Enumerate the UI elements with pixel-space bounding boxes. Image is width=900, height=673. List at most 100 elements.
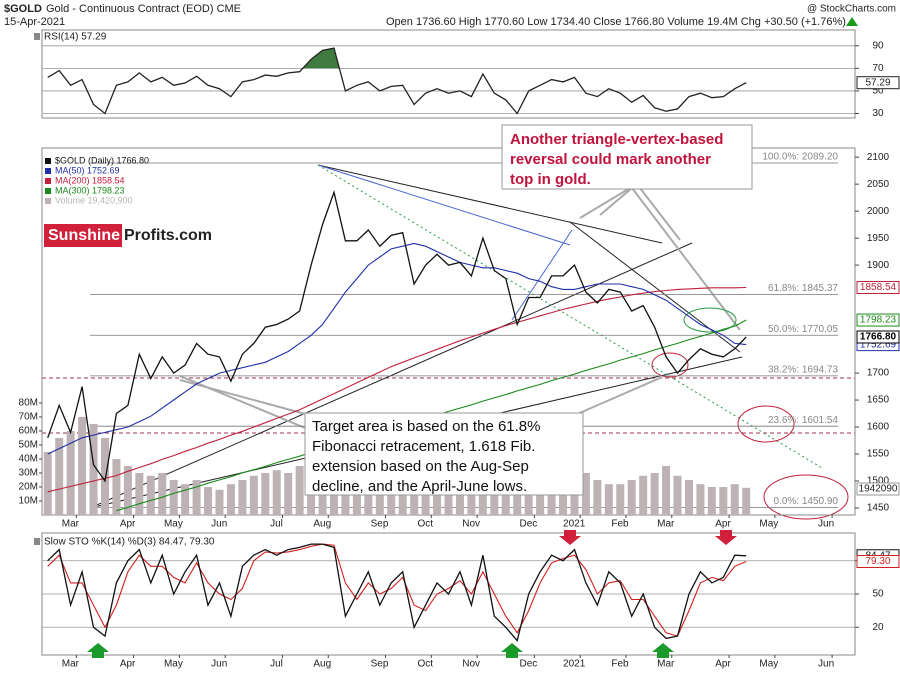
arrows <box>87 530 737 658</box>
x-tick-label: 2021 <box>563 519 586 530</box>
x-tick-label: Jun <box>818 659 834 670</box>
x-tick-label: Oct <box>418 519 434 530</box>
buy-arrow <box>87 643 109 658</box>
series-line <box>47 242 747 455</box>
x-tick-label: Aug <box>313 659 331 670</box>
x-tick-label: Feb <box>611 519 629 530</box>
volume-bar <box>639 475 648 515</box>
trendline <box>511 229 573 321</box>
legend-swatch <box>45 188 51 194</box>
volume-box-label: 1942090 <box>859 484 898 495</box>
end-label-box <box>856 280 900 294</box>
target-note-box <box>304 412 584 496</box>
volume-bar <box>43 451 52 515</box>
fib-label: 38.2%: 1694.73 <box>768 365 838 376</box>
volume-bar <box>696 484 705 515</box>
x-tick-label: Apr <box>715 659 731 670</box>
volume-bar <box>455 484 464 515</box>
y-tick-label: 1900 <box>867 260 890 271</box>
sto-title: Slow STO %K(14) %D(3) 84.47, 79.30 <box>44 537 215 548</box>
target-note-line: Target area is based on the 61.8% <box>312 418 541 435</box>
y2-tick-label: 30M <box>19 468 38 479</box>
y-tick-label: 50 <box>872 86 884 97</box>
volume-bar <box>135 472 144 515</box>
end-label-box <box>856 330 900 344</box>
target-note-line: extension based on the Aug-Sep <box>312 458 529 475</box>
date: 15-Apr-2021 <box>4 16 65 28</box>
overbought-area <box>302 48 340 69</box>
trendline <box>89 242 693 509</box>
quote: Open 1736.60 High 1770.60 Low 1734.40 Cl… <box>386 16 846 28</box>
volume-bar <box>55 437 64 515</box>
sell-arrow <box>715 530 737 545</box>
x-tick-label: Nov <box>462 659 480 670</box>
volume-bar <box>616 484 625 515</box>
fib-label: 61.8%: 1845.37 <box>768 283 838 294</box>
series-line <box>47 286 747 493</box>
fib-label: 100.0%: 2089.20 <box>762 152 838 163</box>
legend-label: $GOLD (Daily) 1766.80 <box>55 155 149 165</box>
volume-bar <box>707 486 716 515</box>
highlight-ellipse <box>683 307 737 333</box>
instrument-name: Gold - Continuous Contract (EOD) CME <box>46 3 241 15</box>
volume-bar <box>89 423 98 515</box>
volume-bar <box>570 486 579 515</box>
y-tick-label: 90 <box>872 40 884 51</box>
volume-bar <box>627 479 636 515</box>
volume-bar <box>604 484 613 515</box>
x-tick-label: Apr <box>120 659 136 670</box>
x-tick-label: Mar <box>657 659 675 670</box>
sto-icon <box>34 538 40 545</box>
series-line <box>47 190 747 483</box>
x-tick-label: Mar <box>62 519 80 530</box>
volume-bar <box>433 484 442 515</box>
y-tick-label: 1650 <box>867 395 890 406</box>
volume-bar <box>662 465 671 515</box>
volume-bar <box>295 465 304 515</box>
volume-bar <box>261 472 270 515</box>
buy-arrow <box>501 643 523 658</box>
symbol: $GOLD <box>4 3 42 15</box>
y-tick-label: 1550 <box>867 449 890 460</box>
x-tick-label: Mar <box>62 659 80 670</box>
end-label: 1858.54 <box>860 282 897 293</box>
pointer <box>631 187 741 331</box>
reversal-note-line: Another triangle-vertex-based <box>510 131 723 148</box>
reversal-note-box <box>501 124 753 190</box>
volume-bar <box>78 416 87 515</box>
reversal-note-line: reversal could mark another <box>510 151 711 168</box>
x-tick-label: Aug <box>313 519 331 530</box>
y-tick-label: 70 <box>872 63 884 74</box>
volume-bar <box>719 486 728 515</box>
end-label: 1752.69 <box>860 339 897 350</box>
volume-bar <box>112 458 121 515</box>
x-tick-label: Sep <box>371 659 389 670</box>
highlight-ellipse <box>737 405 795 443</box>
y-tick-label: 30 <box>872 108 884 119</box>
volume-bar <box>158 472 167 515</box>
data-layer: 9070503057.29210020502000195019001700165… <box>19 29 900 670</box>
volume-bar <box>284 472 293 515</box>
y2-tick-label: 70M <box>19 412 38 423</box>
reversal-note-line: top in gold. <box>510 171 591 188</box>
rsi-title: RSI(14) 57.29 <box>44 32 107 43</box>
y-tick-label: 2100 <box>867 152 890 163</box>
legend-label: Volume 19,420,900 <box>55 195 133 205</box>
series-line <box>47 543 747 637</box>
legend-label: MA(200) 1858.54 <box>55 175 125 185</box>
end-label: 1798.23 <box>860 315 897 326</box>
y2-tick-label: 20M <box>19 482 38 493</box>
volume-bar <box>684 479 693 515</box>
legend-swatch <box>45 198 51 204</box>
volume-bar <box>673 475 682 515</box>
y-tick-label: 1450 <box>867 503 890 514</box>
volume-bar <box>558 489 568 515</box>
volume-bar <box>238 479 247 515</box>
watermark: @ StockCharts.com <box>807 4 896 15</box>
legend-swatch <box>45 178 51 184</box>
trendline <box>317 164 823 469</box>
y-tick-label: 1950 <box>867 233 890 244</box>
y2-tick-label: 80M <box>19 398 38 409</box>
x-tick-label: 2021 <box>563 659 586 670</box>
